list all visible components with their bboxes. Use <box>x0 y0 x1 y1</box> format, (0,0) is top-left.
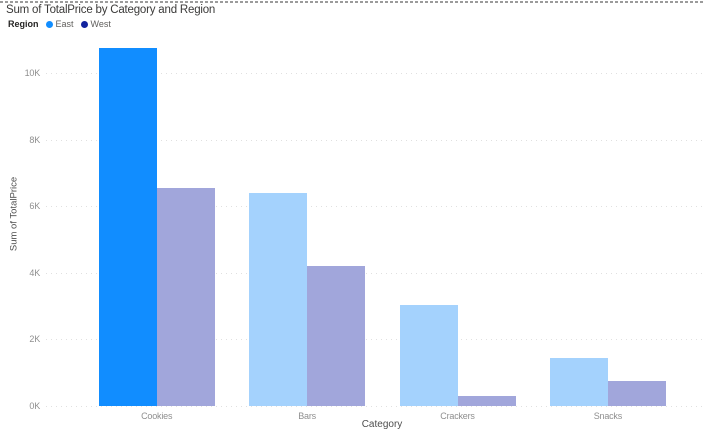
bar-east-snacks[interactable] <box>549 357 608 407</box>
gridline-0k <box>46 406 703 407</box>
legend: Region East West <box>8 18 111 30</box>
chart-title: Sum of TotalPrice by Category and Region <box>6 4 216 16</box>
gridline-2k <box>46 339 703 341</box>
x-axis-title: Category <box>361 419 403 430</box>
legend-item-west-label: West <box>90 19 111 29</box>
gridline-10k <box>46 73 703 74</box>
bar-west-cookies[interactable] <box>156 187 215 407</box>
legend-item-east-label: East <box>55 19 74 29</box>
bar-west-snacks[interactable] <box>607 380 666 407</box>
bar-west-bars[interactable] <box>307 265 366 407</box>
x-tick-cookies: Cookies <box>141 411 173 421</box>
gridline-6k <box>46 206 703 208</box>
visual-selection-border <box>0 1 703 3</box>
legend-item-west[interactable]: West <box>80 19 111 29</box>
y-tick-4k: 4K <box>29 267 40 278</box>
x-tick-crackers: Crackers <box>440 411 475 421</box>
bar-west-crackers[interactable] <box>457 395 516 407</box>
bar-east-cookies[interactable] <box>98 47 157 407</box>
y-axis-title: Sum of TotalPrice <box>8 176 20 252</box>
y-tick-6k: 6K <box>29 201 40 212</box>
y-tick-10k: 10K <box>24 68 41 78</box>
gridline-8k <box>46 139 703 141</box>
legend-title: Region <box>8 19 39 29</box>
legend-item-east[interactable]: East <box>45 19 74 29</box>
bar-east-bars[interactable] <box>249 193 308 407</box>
x-tick-snacks: Snacks <box>593 411 623 421</box>
y-tick-0k: 0K <box>29 401 40 411</box>
legend-dot-west-icon <box>80 20 88 28</box>
bar-east-crackers[interactable] <box>399 305 458 407</box>
gridline-4k <box>46 272 703 274</box>
legend-dot-east-icon <box>45 20 53 28</box>
x-tick-bars: Bars <box>298 411 316 421</box>
y-tick-8k: 8K <box>29 134 40 145</box>
y-tick-2k: 2K <box>29 334 40 345</box>
